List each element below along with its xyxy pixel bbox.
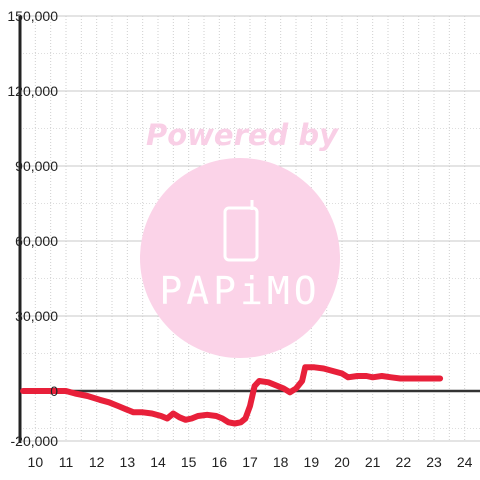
x-tick-label: 18 [273,454,289,470]
y-tick-label: 90,000 [15,158,58,174]
watermark: Powered by PAPiMO [140,118,340,358]
phone-icon [223,200,259,262]
x-tick-labels: 10 11 12 13 14 15 16 17 18 19 20 21 22 23 24 [28,454,473,470]
x-tick-label: 23 [426,454,442,470]
x-tick-label: 17 [242,454,258,470]
series-line [20,364,444,427]
y-tick-label: 150,000 [7,8,58,24]
watermark-powered-by: Powered by [146,118,339,152]
axes [18,16,480,443]
watermark-circle [140,158,340,358]
x-tick-label: 13 [120,454,136,470]
x-tick-label: 19 [304,454,320,470]
x-tick-label: 12 [89,454,105,470]
y-tick-label: 60,000 [15,233,58,249]
x-tick-label: 10 [28,454,44,470]
x-tick-label: 14 [150,454,166,470]
x-tick-label: 11 [59,454,74,470]
x-tick-label: 15 [181,454,197,470]
x-tick-label: 20 [334,454,350,470]
series-layer [20,364,444,427]
y-tick-label: -20,000 [11,433,59,449]
x-tick-label: 16 [212,454,228,470]
y-tick-label: 120,000 [7,83,58,99]
watermark-brand: PAPiMO [159,269,320,313]
y-tick-label: 30,000 [15,308,58,324]
y-tick-label: 0 [50,383,58,399]
x-tick-label: 22 [396,454,412,470]
x-tick-label: 21 [365,454,381,470]
y-tick-labels: 150,000 120,000 90,000 60,000 30,000 0 -20,000 [7,8,58,449]
x-tick-label: 24 [457,454,473,470]
